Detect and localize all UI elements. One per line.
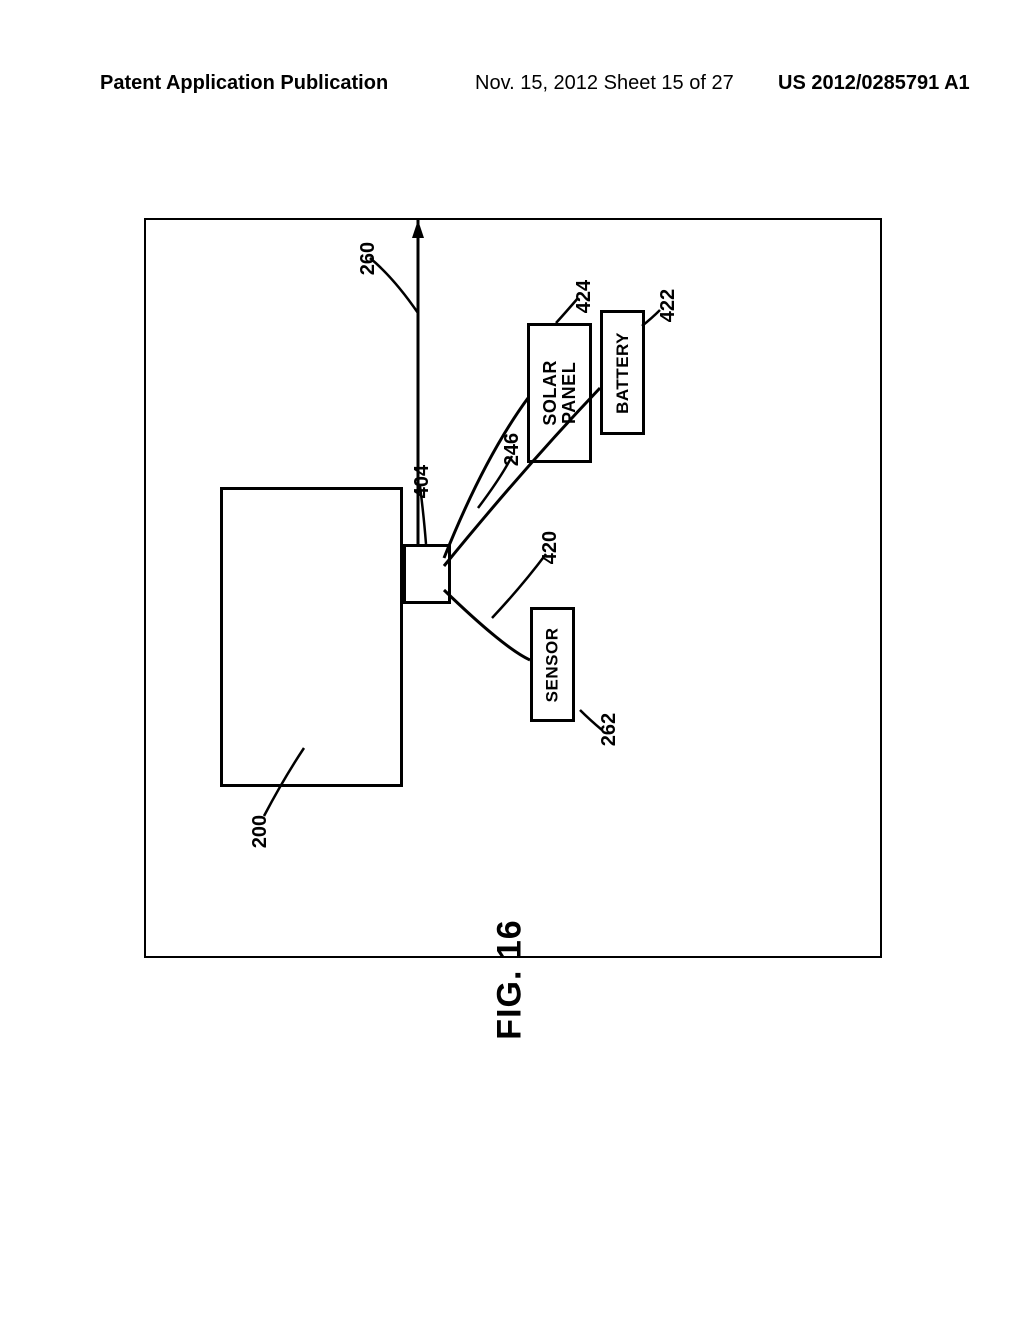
ref-404: 404	[411, 465, 434, 498]
page-header: Patent Application Publication Nov. 15, …	[0, 72, 1024, 102]
header-patent-number: US 2012/0285791 A1	[778, 72, 970, 95]
ref-200: 200	[249, 815, 272, 848]
ref-260: 260	[357, 242, 380, 275]
page: Patent Application Publication Nov. 15, …	[0, 0, 1024, 1320]
wire-controller-to-solar	[444, 398, 528, 558]
header-date-sheet: Nov. 15, 2012 Sheet 15 of 27	[475, 72, 734, 95]
ref-262: 262	[598, 713, 621, 746]
leader-200	[264, 748, 304, 816]
header-publication: Patent Application Publication	[100, 72, 388, 95]
ref-424: 424	[573, 280, 596, 313]
ref-420: 420	[539, 531, 562, 564]
ref-246: 246	[501, 433, 524, 466]
ref-422: 422	[657, 289, 680, 322]
wire-controller-to-battery	[444, 388, 600, 566]
arrow-260-head	[412, 220, 424, 238]
leader-420	[492, 554, 546, 618]
figure-label: FIG. 16	[491, 919, 530, 1039]
wire-controller-to-sensor	[444, 590, 530, 660]
